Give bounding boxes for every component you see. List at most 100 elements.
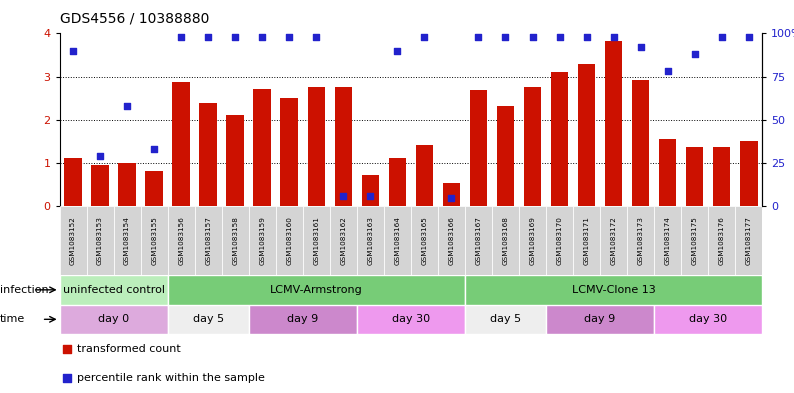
Text: GSM1083172: GSM1083172	[611, 216, 617, 265]
Bar	[578, 64, 596, 206]
Point	[148, 146, 160, 152]
Text: day 9: day 9	[584, 314, 615, 324]
Bar	[249, 206, 276, 275]
Text: GSM1083177: GSM1083177	[746, 216, 752, 265]
Point	[310, 34, 322, 40]
Point	[607, 34, 620, 40]
Bar	[442, 182, 461, 206]
Text: GSM1083154: GSM1083154	[124, 216, 130, 265]
Text: day 30: day 30	[689, 314, 727, 324]
Bar	[334, 87, 352, 206]
Bar	[357, 305, 465, 334]
Text: GSM1083165: GSM1083165	[422, 216, 427, 265]
Point	[67, 48, 79, 54]
Point	[472, 34, 485, 40]
Bar	[172, 82, 190, 206]
Bar	[64, 158, 82, 206]
Text: LCMV-Armstrong: LCMV-Armstrong	[270, 285, 363, 295]
Bar	[118, 163, 136, 206]
Bar	[492, 206, 519, 275]
Bar	[659, 139, 676, 206]
Bar	[168, 305, 249, 334]
Bar	[357, 206, 384, 275]
Bar	[145, 171, 163, 206]
Point	[742, 34, 755, 40]
Point	[715, 34, 728, 40]
Bar	[524, 87, 542, 206]
Bar	[141, 206, 168, 275]
Bar	[361, 175, 380, 206]
Text: transformed count: transformed count	[77, 345, 181, 354]
Point	[499, 34, 512, 40]
Bar	[573, 206, 600, 275]
Text: GSM1083155: GSM1083155	[151, 216, 157, 265]
Bar	[465, 206, 492, 275]
Point	[60, 375, 73, 381]
Bar	[114, 206, 141, 275]
Text: day 30: day 30	[391, 314, 430, 324]
Text: time: time	[0, 314, 25, 324]
Bar	[627, 206, 654, 275]
Point	[60, 346, 73, 353]
Text: LCMV-Clone 13: LCMV-Clone 13	[572, 285, 656, 295]
Bar	[168, 206, 195, 275]
Point	[661, 68, 674, 75]
Text: GSM1083169: GSM1083169	[530, 216, 535, 265]
Text: GSM1083160: GSM1083160	[287, 216, 292, 265]
Bar	[735, 206, 762, 275]
Bar	[226, 115, 244, 206]
Text: GSM1083163: GSM1083163	[368, 216, 373, 265]
Bar	[415, 145, 434, 206]
Text: GSM1083158: GSM1083158	[232, 216, 238, 265]
Bar	[465, 275, 762, 305]
Text: GSM1083173: GSM1083173	[638, 216, 644, 265]
Text: GSM1083166: GSM1083166	[449, 216, 454, 265]
Text: GSM1083153: GSM1083153	[97, 216, 103, 265]
Bar	[280, 98, 298, 206]
Text: GSM1083176: GSM1083176	[719, 216, 725, 265]
Point	[121, 103, 133, 109]
Point	[526, 34, 539, 40]
Point	[418, 34, 431, 40]
Bar	[303, 206, 330, 275]
Text: day 5: day 5	[193, 314, 224, 324]
Bar	[195, 206, 222, 275]
Point	[364, 193, 376, 199]
Bar	[632, 80, 649, 206]
Bar	[605, 41, 622, 206]
Text: day 9: day 9	[287, 314, 318, 324]
Bar	[384, 206, 411, 275]
Point	[94, 153, 106, 159]
Bar	[388, 158, 407, 206]
Text: GSM1083175: GSM1083175	[692, 216, 698, 265]
Bar	[551, 72, 569, 206]
Bar	[708, 206, 735, 275]
Bar	[519, 206, 546, 275]
Text: uninfected control: uninfected control	[63, 285, 164, 295]
Bar	[654, 206, 681, 275]
Point	[553, 34, 566, 40]
Text: GSM1083157: GSM1083157	[205, 216, 211, 265]
Bar	[740, 141, 757, 206]
Point	[229, 34, 241, 40]
Text: GSM1083156: GSM1083156	[178, 216, 184, 265]
Bar	[497, 106, 515, 206]
Point	[202, 34, 214, 40]
Bar	[686, 147, 703, 206]
Bar	[411, 206, 438, 275]
Point	[580, 34, 593, 40]
Text: day 5: day 5	[490, 314, 521, 324]
Bar	[600, 206, 627, 275]
Bar	[276, 206, 303, 275]
Bar	[713, 147, 730, 206]
Bar	[60, 206, 87, 275]
Text: GSM1083159: GSM1083159	[260, 216, 265, 265]
Bar	[253, 89, 271, 206]
Text: GSM1083162: GSM1083162	[341, 216, 346, 265]
Bar	[654, 305, 762, 334]
Point	[391, 48, 403, 54]
Bar	[249, 305, 357, 334]
Text: GSM1083170: GSM1083170	[557, 216, 562, 265]
Bar	[87, 206, 114, 275]
Text: percentile rank within the sample: percentile rank within the sample	[77, 373, 265, 382]
